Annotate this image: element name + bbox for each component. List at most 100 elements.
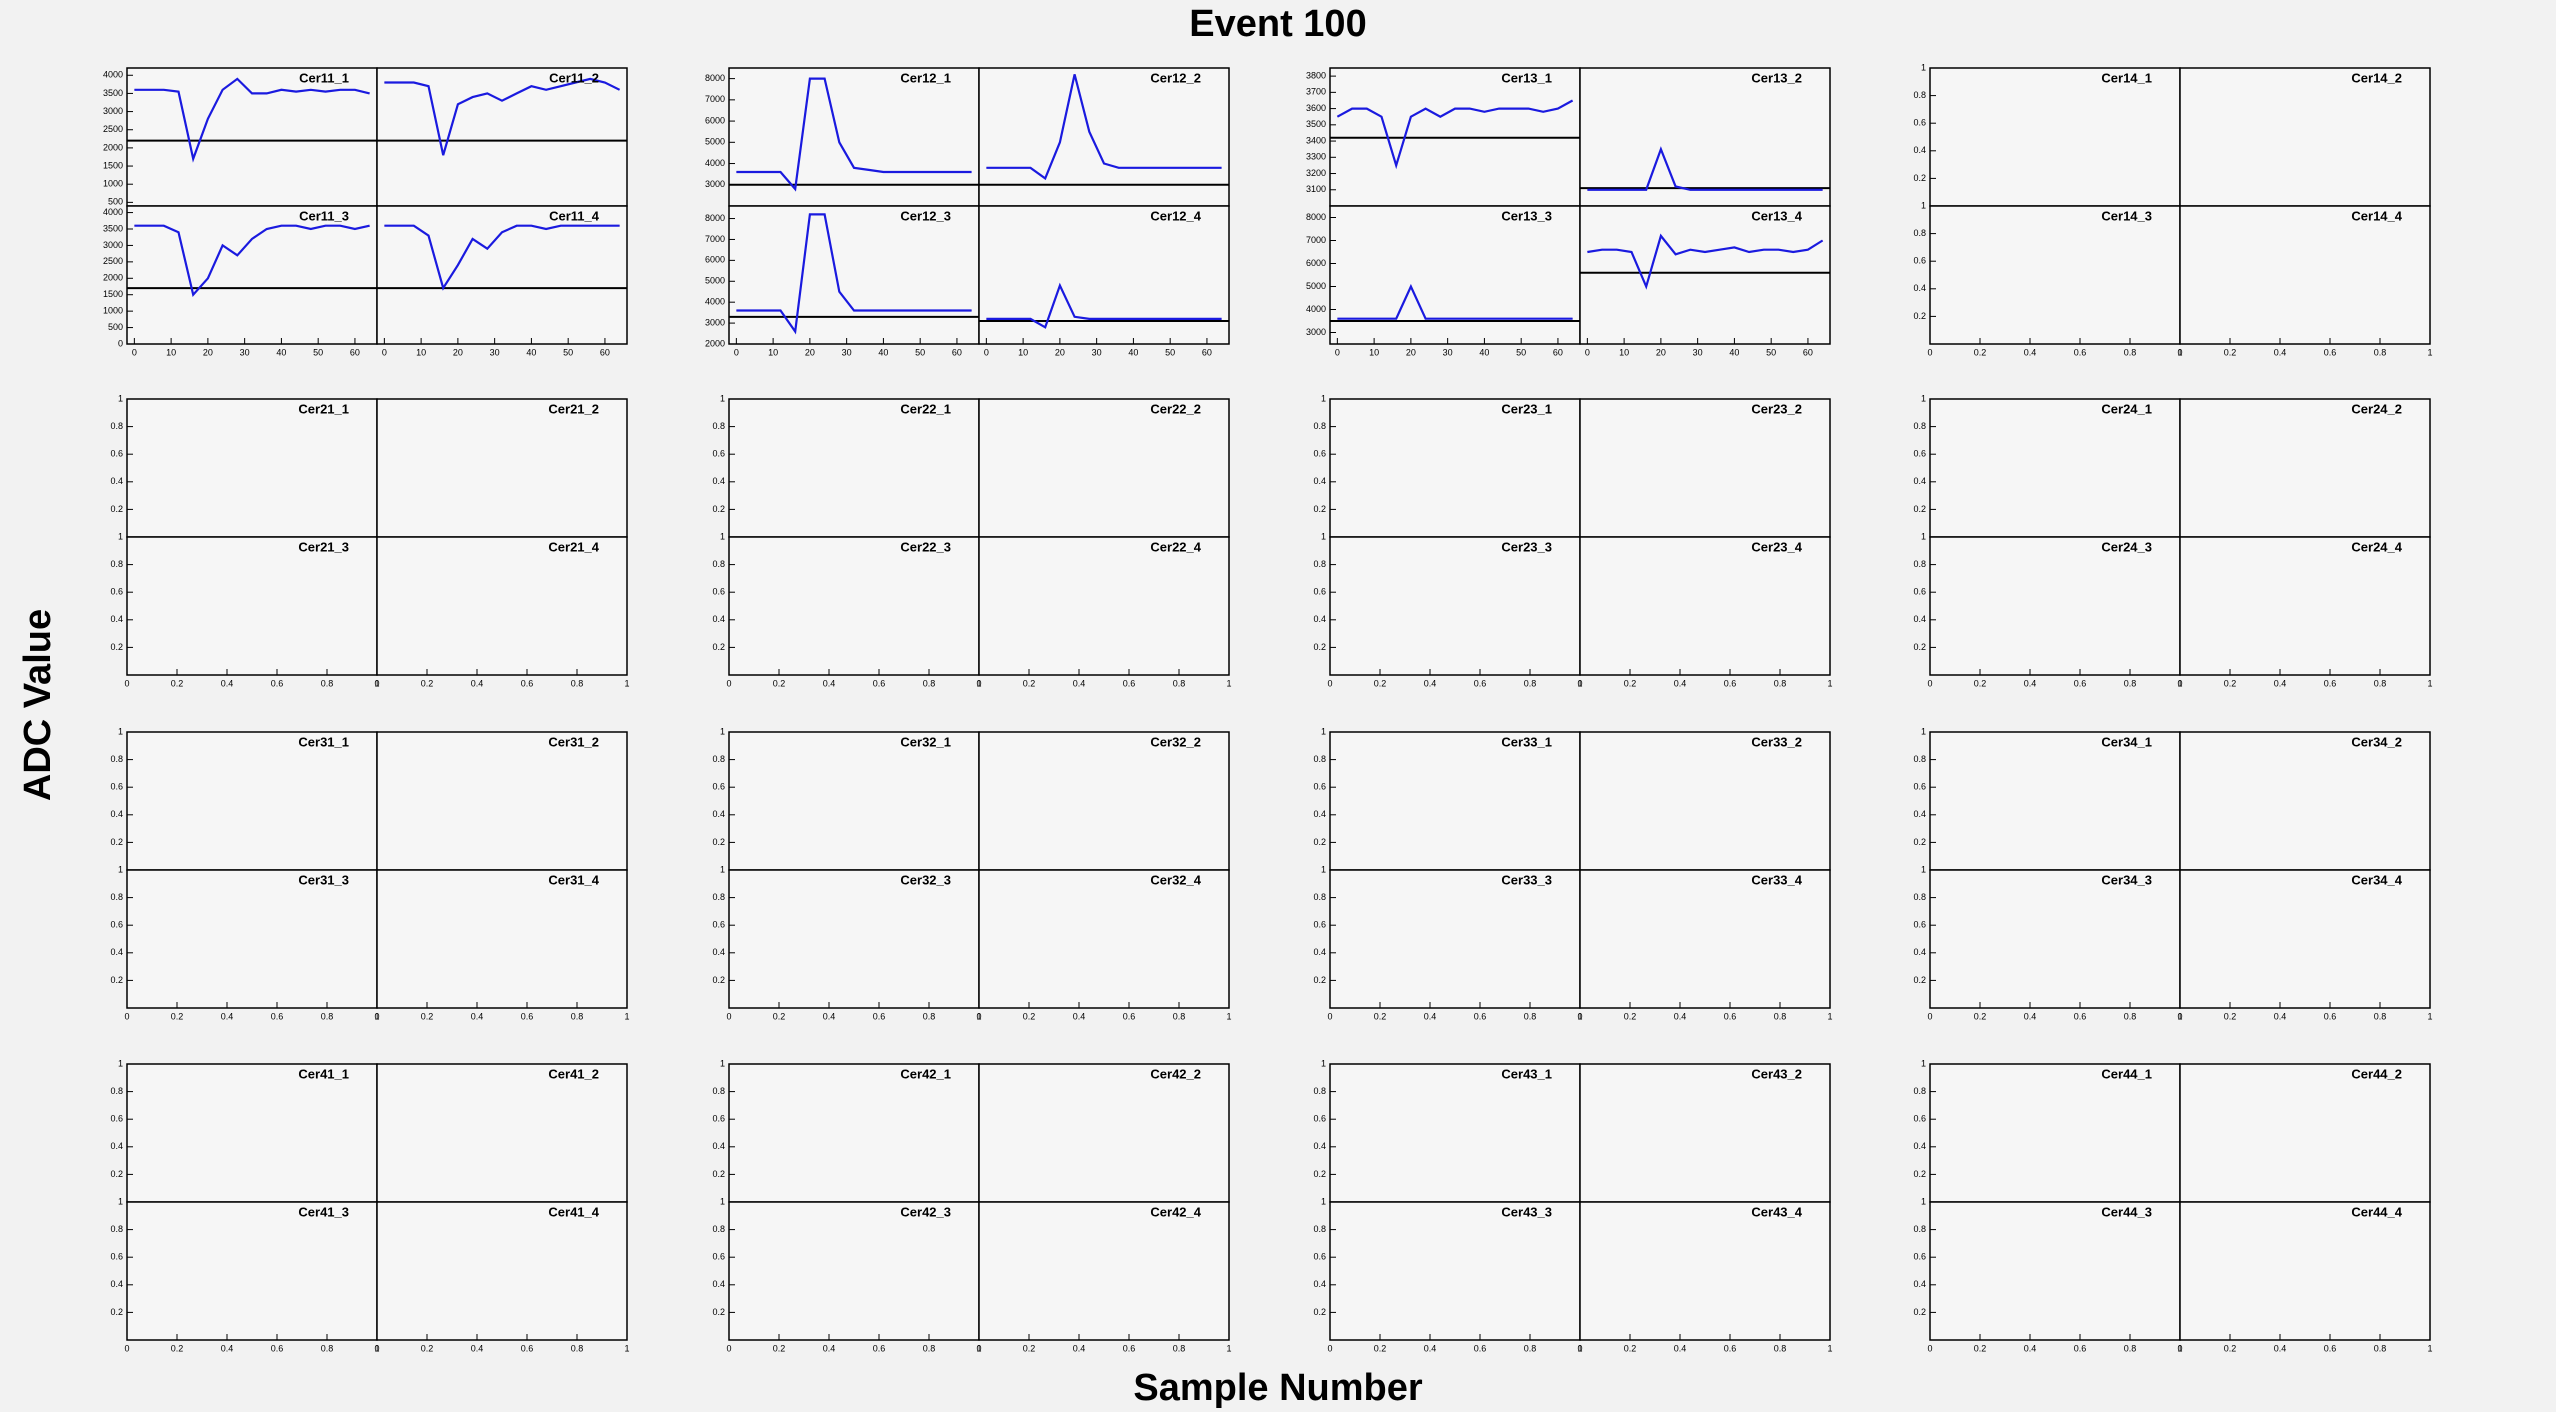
y-tick-label: 6000 [705, 255, 725, 265]
x-tick-label: 0.2 [773, 678, 786, 688]
y-tick-label: 3600 [1306, 103, 1326, 113]
y-tick-label: 1 [1921, 726, 1926, 736]
y-tick-label: 0.4 [1313, 1279, 1326, 1289]
panel-frame [978, 398, 1230, 538]
x-tick-label: 0.2 [421, 1343, 434, 1353]
panel-frame [978, 67, 1230, 207]
panel-frame [1579, 1201, 1831, 1341]
y-tick-label: 1 [1921, 200, 1926, 210]
x-tick-label: 0.4 [2274, 1011, 2287, 1021]
y-tick-label: 0.4 [712, 809, 725, 819]
x-tick-label: 0 [1927, 347, 1932, 357]
panel-frame [978, 536, 1230, 676]
x-tick-label: 0.8 [2124, 347, 2137, 357]
x-tick-label: 0.8 [321, 678, 334, 688]
x-tick-label: 1 [624, 1343, 629, 1353]
x-tick-label: 0 [976, 1343, 981, 1353]
y-tick-label: 1 [720, 726, 725, 736]
x-tick-label: 0.8 [2374, 1343, 2387, 1353]
x-tick-label: 0.4 [823, 1343, 836, 1353]
x-tick-label: 1 [2427, 1011, 2432, 1021]
y-tick-label: 0.8 [110, 892, 123, 902]
y-tick-label: 0.2 [712, 975, 725, 985]
x-tick-label: 0.6 [2074, 1011, 2087, 1021]
panel-frame [1329, 398, 1581, 538]
panel-frame [1929, 398, 2181, 538]
x-tick-label: 1 [624, 678, 629, 688]
x-tick-label: 1 [2177, 1343, 2182, 1353]
y-tick-label: 6000 [1306, 258, 1326, 268]
x-tick-label: 0.6 [873, 1343, 886, 1353]
panel-frame [1929, 1063, 2181, 1203]
panel-title: Cer41_2 [548, 1066, 599, 1081]
waveform [1587, 146, 1823, 191]
panel-title: Cer22_1 [900, 401, 951, 416]
y-tick-label: 0.2 [1913, 837, 1926, 847]
x-tick-label: 0.8 [571, 678, 584, 688]
x-tick-label: 0.2 [1974, 678, 1987, 688]
panel-frame [126, 1063, 378, 1203]
x-tick-label: 0.2 [171, 1011, 184, 1021]
y-tick-label: 2000 [705, 338, 725, 348]
y-tick-label: 3000 [705, 179, 725, 189]
y-tick-label: 1 [118, 1196, 123, 1206]
x-tick-label: 50 [1165, 347, 1175, 357]
x-tick-label: 0 [1577, 1343, 1582, 1353]
y-tick-label: 0.8 [1913, 228, 1926, 238]
panel-title: Cer11_4 [549, 208, 600, 223]
x-tick-label: 0.4 [2024, 1011, 2037, 1021]
x-tick-label: 0.4 [471, 678, 484, 688]
waveform [384, 77, 621, 156]
y-tick-label: 0.6 [110, 1114, 123, 1124]
x-tick-label: 0.2 [421, 678, 434, 688]
y-tick-label: 0.8 [110, 1086, 123, 1096]
y-tick-label: 1 [118, 393, 123, 403]
x-tick-label: 0.6 [873, 678, 886, 688]
y-tick-label: 4000 [1306, 304, 1326, 314]
y-tick-label: 0.4 [1313, 1141, 1326, 1151]
y-tick-label: 0.6 [110, 449, 123, 459]
x-tick-label: 1 [976, 1343, 981, 1353]
y-tick-label: 0.2 [1313, 1307, 1326, 1317]
x-tick-label: 0.2 [2224, 678, 2237, 688]
panel-title: Cer11_2 [549, 70, 599, 85]
y-tick-label: 0.4 [1913, 809, 1926, 819]
y-tick-label: 0.4 [712, 476, 725, 486]
y-tick-label: 0.2 [712, 504, 725, 514]
x-tick-label: 0.6 [2324, 1011, 2337, 1021]
y-tick-label: 3800 [1306, 70, 1326, 80]
y-tick-label: 0.6 [712, 1252, 725, 1262]
y-tick-label: 7000 [705, 94, 725, 104]
panel-frame [376, 1201, 628, 1341]
x-tick-label: 0.2 [773, 1011, 786, 1021]
y-tick-label: 0.4 [1313, 614, 1326, 624]
panel-frame [2179, 1063, 2431, 1203]
panel-title: Cer31_1 [298, 734, 349, 749]
panel-frame [2179, 67, 2431, 207]
y-tick-label: 0.4 [712, 614, 725, 624]
y-tick-label: 500 [108, 322, 123, 332]
y-tick-label: 0.6 [110, 782, 123, 792]
panel-frame [978, 1201, 1230, 1341]
y-tick-label: 1000 [103, 179, 123, 189]
y-tick-label: 1 [1321, 726, 1326, 736]
x-tick-label: 0 [124, 1011, 129, 1021]
y-tick-label: 0.8 [1313, 1224, 1326, 1234]
x-tick-label: 40 [1479, 347, 1489, 357]
panel-title: Cer32_4 [1150, 872, 1201, 887]
x-tick-label: 1 [1577, 1343, 1582, 1353]
x-tick-label: 30 [490, 347, 500, 357]
x-tick-label: 1 [2427, 347, 2432, 357]
y-tick-label: 0.4 [1913, 145, 1926, 155]
y-tick-label: 3000 [1306, 327, 1326, 337]
y-tick-label: 0.6 [1913, 1252, 1926, 1262]
panel-frame [1579, 398, 1831, 538]
y-tick-label: 0.4 [1913, 947, 1926, 957]
panel-frame [728, 536, 980, 676]
panel-frame [1929, 536, 2181, 676]
y-tick-label: 500 [108, 197, 123, 207]
y-tick-label: 0.8 [1913, 892, 1926, 902]
x-tick-label: 0.6 [1123, 678, 1136, 688]
x-tick-label: 1 [1827, 1011, 1832, 1021]
x-tick-label: 0.8 [923, 678, 936, 688]
